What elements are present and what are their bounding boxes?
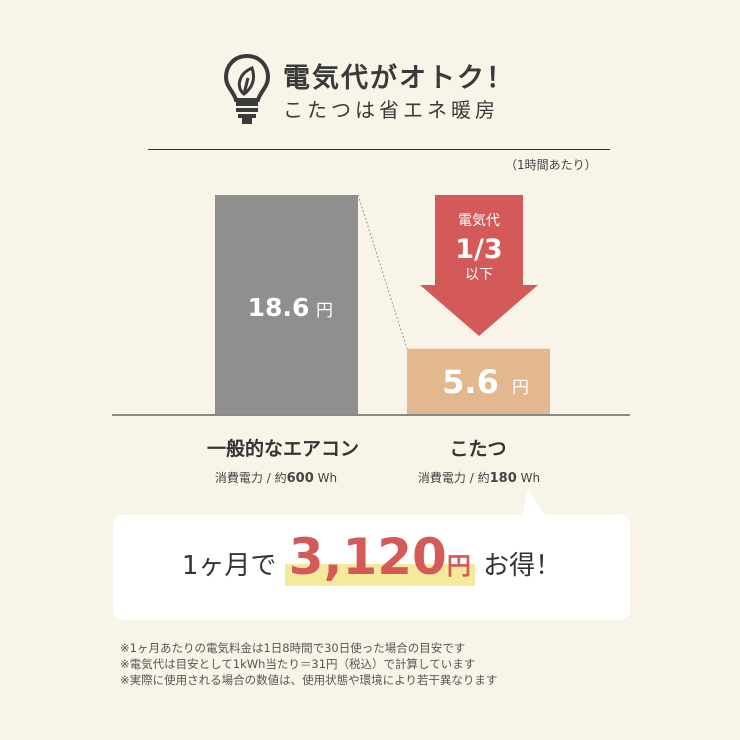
value-unit: 円 [316, 301, 333, 321]
spec-value: 600 [286, 471, 314, 486]
footnote: ※実際に使用される場合の数値は、使用状態や環境により若干異なります [120, 673, 498, 687]
spec-aircon: 消費電力 / 約600 Wh [166, 469, 386, 486]
value-label: 18.6 [248, 293, 310, 322]
value-unit: 円 [512, 378, 529, 398]
down-arrow [420, 195, 538, 336]
category-label-aircon: 一般的なエアコン [206, 438, 359, 460]
bar [407, 348, 550, 415]
spec-unit: Wh [520, 471, 541, 485]
arrow-label: 以下 [465, 267, 493, 283]
value-label: 5.6 [442, 363, 499, 401]
savings-prefix: 1ヶ月で [181, 551, 277, 581]
spec-kotatsu: 消費電力 / 約180 Wh [369, 469, 589, 486]
lightbulb-leaf-icon [223, 53, 271, 124]
spec-prefix: 消費電力 / 約 [417, 471, 490, 485]
savings-suffix: お得！ [483, 551, 562, 581]
bar-chart: 18.6 円 5.6 円 電気代 1/3 以下 [112, 194, 630, 416]
savings-amount: 3,120円 [284, 528, 475, 586]
spec-prefix: 消費電力 / 約 [214, 471, 287, 485]
arrow-label: 電気代 [458, 213, 500, 229]
savings-yen: 円 [446, 552, 471, 580]
footnote: ※1ヶ月あたりの電気料金は1日8時間で30日使った場合の目安です [120, 641, 466, 655]
spec-unit: Wh [317, 471, 338, 485]
footnotes: ※1ヶ月あたりの電気料金は1日8時間で30日使った場合の目安です ※電気代は目安… [120, 640, 497, 688]
savings-amount-value: 3,120 [288, 528, 447, 586]
connector-line [357, 194, 408, 349]
savings-text: 1ヶ月で 3,120円 お得！ [113, 528, 630, 586]
page-subtitle: こたつは省エネ暖房 [283, 98, 499, 122]
spec-value: 180 [489, 471, 517, 486]
page-title: 電気代がオトク！ [283, 63, 515, 94]
callout-tail [522, 490, 546, 516]
category-label-kotatsu: こたつ [449, 438, 507, 460]
bar [215, 195, 358, 415]
divider [148, 149, 610, 150]
arrow-label: 1/3 [455, 234, 502, 265]
unit-note: （1時間あたり） [505, 158, 597, 172]
footnote: ※電気代は目安として1kWh当たり＝31円（税込）で計算しています [120, 657, 476, 671]
